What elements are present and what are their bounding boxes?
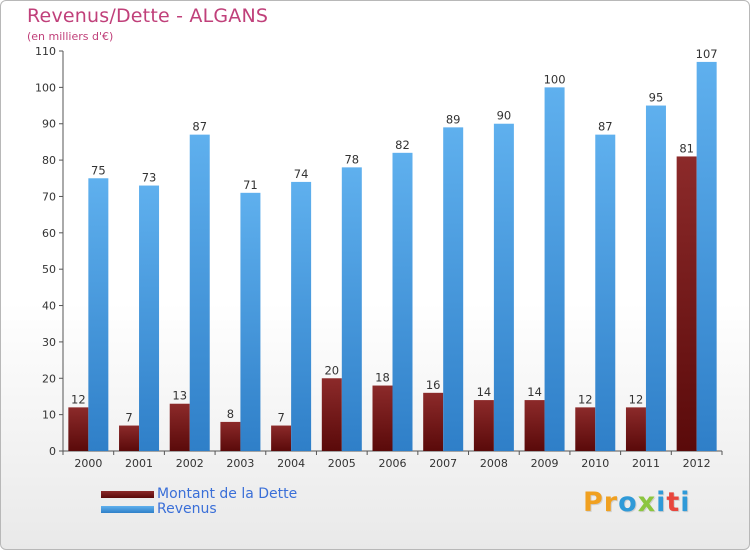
bar-revenus (291, 181, 312, 451)
x-tick-label: 2005 (328, 457, 356, 470)
x-tick-label: 2002 (176, 457, 204, 470)
bar-revenus (240, 192, 261, 451)
bar-revenus (645, 105, 666, 451)
bar-dette (423, 392, 444, 451)
data-label-dette: 14 (477, 385, 492, 399)
data-label-dette: 16 (426, 378, 441, 392)
bar-dette (119, 425, 140, 451)
bar-revenus (139, 185, 160, 451)
x-tick-label: 2004 (277, 457, 305, 470)
bar-dette (321, 378, 342, 451)
proxiti-logo: Proxiti (583, 487, 691, 518)
bar-dette (676, 156, 697, 452)
legend-swatch-revenus (101, 506, 154, 513)
data-label-revenus: 95 (649, 91, 664, 105)
logo-letter: P (583, 487, 604, 518)
data-label-revenus: 71 (243, 178, 258, 192)
bar-dette (169, 403, 190, 451)
x-tick-label: 2012 (683, 457, 711, 470)
y-tick-label: 110 (35, 45, 56, 58)
data-label-revenus: 78 (344, 152, 359, 166)
bar-dette (473, 400, 494, 451)
data-label-dette: 20 (324, 363, 339, 377)
data-label-revenus: 90 (497, 109, 512, 123)
x-tick-label: 2000 (74, 457, 102, 470)
bar-revenus (544, 87, 565, 451)
y-tick-label: 90 (42, 118, 56, 131)
y-tick-label: 80 (42, 154, 56, 167)
data-label-revenus: 73 (142, 171, 157, 185)
bar-revenus (392, 152, 413, 451)
data-label-revenus: 89 (446, 112, 461, 126)
data-label-dette: 8 (227, 407, 234, 421)
data-label-dette: 18 (375, 371, 390, 385)
x-tick-label: 2003 (226, 457, 254, 470)
data-label-revenus: 75 (91, 163, 106, 177)
data-label-dette: 13 (172, 389, 187, 403)
data-label-revenus: 74 (294, 167, 309, 181)
x-tick-label: 2010 (581, 457, 609, 470)
chart-title: Revenus/Dette - ALGANS (27, 5, 269, 27)
bar-revenus (88, 178, 109, 452)
data-label-revenus: 87 (598, 120, 613, 134)
logo-letter: o (618, 487, 638, 518)
x-tick-label: 2009 (531, 457, 559, 470)
data-label-revenus: 87 (192, 120, 207, 134)
logo-letter: t (666, 487, 681, 518)
data-label-revenus: 100 (544, 72, 566, 86)
data-label-dette: 7 (277, 411, 284, 425)
data-label-dette: 14 (527, 385, 542, 399)
y-tick-label: 40 (42, 300, 56, 313)
logo-letter: i (656, 487, 667, 518)
legend-label-dette: Montant de la Dette (157, 486, 298, 502)
chart-subtitle: (en milliers d'€) (27, 30, 114, 43)
logo-letter: x (637, 487, 657, 518)
data-label-dette: 12 (71, 392, 86, 406)
bar-dette (271, 425, 292, 451)
logo-letter: r (603, 487, 619, 518)
bar-revenus (696, 61, 717, 452)
data-label-dette: 12 (629, 392, 644, 406)
x-tick-label: 2008 (480, 457, 508, 470)
bar-revenus (595, 134, 616, 452)
x-tick-label: 2011 (632, 457, 660, 470)
legend-label-revenus: Revenus (157, 501, 217, 517)
y-tick-label: 70 (42, 190, 56, 203)
y-tick-label: 0 (49, 445, 56, 458)
bar-revenus (443, 127, 464, 451)
bar-dette (575, 407, 596, 451)
y-tick-label: 10 (42, 409, 56, 422)
y-tick-label: 20 (42, 372, 56, 385)
bar-revenus (493, 123, 514, 452)
y-tick-label: 60 (42, 227, 56, 240)
legend-swatch-dette (101, 491, 154, 498)
bar-dette (524, 400, 545, 451)
data-label-dette: 7 (125, 411, 132, 425)
x-tick-label: 2007 (429, 457, 457, 470)
logo-letter: i (680, 487, 691, 518)
data-label-revenus: 82 (395, 138, 410, 152)
bar-revenus (189, 134, 210, 452)
bar-revenus (341, 167, 362, 451)
x-tick-label: 2006 (379, 457, 407, 470)
data-label-dette: 12 (578, 392, 593, 406)
y-tick-label: 100 (35, 81, 56, 94)
y-tick-label: 50 (42, 263, 56, 276)
bar-dette (625, 407, 646, 451)
bar-dette (372, 385, 393, 451)
bar-dette (220, 421, 241, 451)
x-tick-label: 2001 (125, 457, 153, 470)
y-tick-label: 30 (42, 336, 56, 349)
data-label-dette: 81 (679, 141, 694, 155)
bar-dette (68, 407, 89, 451)
data-label-revenus: 107 (696, 47, 718, 61)
